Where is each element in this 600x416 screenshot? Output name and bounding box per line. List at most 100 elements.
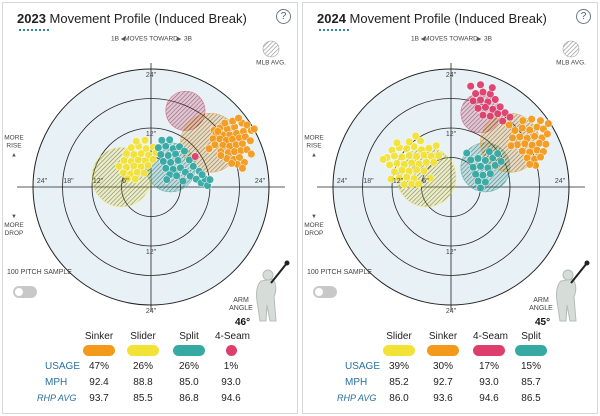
pitch-name-sinker: Sinker (84, 331, 114, 342)
pitch-sample-label: 100 PITCH SAMPLE (307, 269, 372, 276)
pitch-name-4-seam: 4-Seam (215, 331, 251, 342)
data-point-slider (419, 150, 429, 160)
ring-label-right-24: 24" (555, 178, 566, 185)
data-point-slider (432, 141, 441, 150)
stat-mph-slider: 88.8 (133, 377, 153, 388)
stat-rhp_avg-sinker: 93.7 (89, 393, 109, 404)
data-point-4-seam (473, 104, 483, 113)
more-rise-label-2: RISE (6, 143, 22, 150)
data-point-slider (390, 167, 399, 176)
stats-table: USAGE MPH RHP AVG Slider 39% 85.2 86.0 Sinker 30… (303, 331, 599, 413)
title-year: 2024 (317, 11, 346, 26)
data-point-slider (144, 161, 153, 170)
mlb-avg-icon (262, 40, 280, 58)
data-point-4-seam (493, 109, 502, 118)
data-point-sinker (210, 140, 219, 149)
ring-label-top-24: 24" (446, 72, 457, 79)
chart-title: 2023 Movement Profile (Induced Break) (17, 11, 247, 26)
pitch-color-pill-slider (383, 345, 415, 356)
row-label-rhp_avg: RHP AVG (337, 393, 377, 403)
ring-label-left-18: 18" (363, 178, 374, 185)
data-point-4-seam (478, 88, 488, 97)
ring-label-top-24: 24" (146, 72, 157, 79)
data-point-slider (148, 155, 158, 164)
mlb-avg-icon (562, 40, 580, 58)
more-rise-label-1: MORE (4, 135, 24, 142)
data-point-slider (412, 152, 421, 161)
ring-label-left-18: 18" (63, 178, 74, 185)
data-point-split (462, 149, 471, 158)
stat-usage-slider: 26% (132, 361, 153, 372)
title-text: Movement Profile (Induced Break) (349, 11, 547, 26)
pitch-sample-label: 100 PITCH SAMPLE (7, 269, 72, 276)
stat-mph-4-seam: 93.0 (479, 377, 499, 388)
data-point-slider (422, 158, 431, 167)
data-point-split (491, 161, 500, 170)
ring-label-bottom-12: 12" (146, 249, 157, 256)
data-point-4-seam (476, 80, 485, 89)
data-point-sinker (510, 126, 519, 135)
moves-toward-label: MOVES TOWARD (424, 36, 478, 43)
row-label-rhp_avg: RHP AVG (37, 393, 77, 403)
arrow-right-icon: ▶ (177, 37, 182, 43)
data-point-sinker (220, 119, 229, 128)
data-point-sinker (234, 114, 243, 123)
more-drop-label-2: DROP (305, 230, 324, 237)
data-point-sinker (518, 123, 527, 133)
movement-panel-2024: 2024 Movement Profile (Induced Break) ? … (302, 2, 598, 414)
stat-rhp_avg-split: 86.8 (179, 393, 199, 404)
data-point-sinker (518, 116, 527, 125)
data-point-split (481, 156, 490, 165)
row-label-mph: MPH (345, 377, 368, 388)
pitcher-figure-icon (256, 260, 290, 322)
arm-angle-label: ARM ANGLE (229, 297, 253, 312)
help-icon[interactable]: ? (276, 9, 291, 24)
stat-rhp_avg-slider: 86.0 (389, 393, 409, 404)
stat-usage-split: 15% (520, 361, 541, 372)
pitch-color-pill-sinker (83, 345, 115, 356)
data-point-4-seam (466, 82, 475, 91)
data-point-4-seam (476, 95, 485, 105)
pitch-sample-toggle[interactable] (13, 286, 37, 298)
data-point-split (159, 157, 168, 166)
data-point-sinker (520, 139, 529, 148)
data-point-sinker (213, 127, 222, 136)
data-point-split (165, 135, 174, 144)
data-point-sinker (527, 115, 536, 124)
data-point-sinker (246, 136, 255, 145)
data-point-4-seam (488, 83, 497, 92)
stats-table: USAGE MPH RHP AVG Sinker 47% 92.4 93.7 Slider 26… (3, 331, 299, 413)
pitch-color-pill-sinker (427, 345, 459, 356)
data-point-slider (114, 162, 124, 171)
row-label-usage: USAGE (45, 361, 81, 372)
stat-usage-slider: 39% (388, 361, 409, 372)
data-point-split (473, 154, 483, 163)
ring-label-bottom-24: 24" (146, 308, 157, 315)
data-point-split (205, 175, 215, 184)
data-point-slider (392, 159, 401, 168)
pitch-color-pill-4-seam (226, 345, 237, 356)
data-point-sinker (508, 133, 517, 142)
data-point-split (473, 177, 483, 186)
stat-mph-4-seam: 93.0 (221, 377, 241, 388)
pitch-sample-toggle[interactable] (313, 286, 337, 298)
arm-angle-value: 46° (235, 317, 251, 328)
help-icon[interactable]: ? (576, 9, 591, 24)
arrow-right-icon: ▶ (477, 37, 482, 43)
stat-usage-split: 26% (178, 361, 199, 372)
data-point-split (471, 170, 480, 179)
data-point-sinker (543, 129, 552, 138)
data-point-split (189, 162, 198, 171)
stat-rhp_avg-sinker: 93.6 (433, 393, 453, 404)
data-point-split (154, 143, 163, 152)
data-point-slider (416, 136, 425, 145)
data-point-slider (386, 175, 396, 184)
data-point-sinker (216, 151, 225, 160)
data-point-slider (392, 138, 401, 147)
data-point-slider (434, 151, 443, 160)
data-point-split (156, 150, 165, 159)
stat-rhp_avg-4-seam: 94.6 (221, 393, 241, 404)
mlb-avg-label: MLB AVG. (556, 60, 586, 67)
data-point-sinker (247, 150, 256, 159)
pitch-name-sinker: Sinker (428, 331, 458, 342)
